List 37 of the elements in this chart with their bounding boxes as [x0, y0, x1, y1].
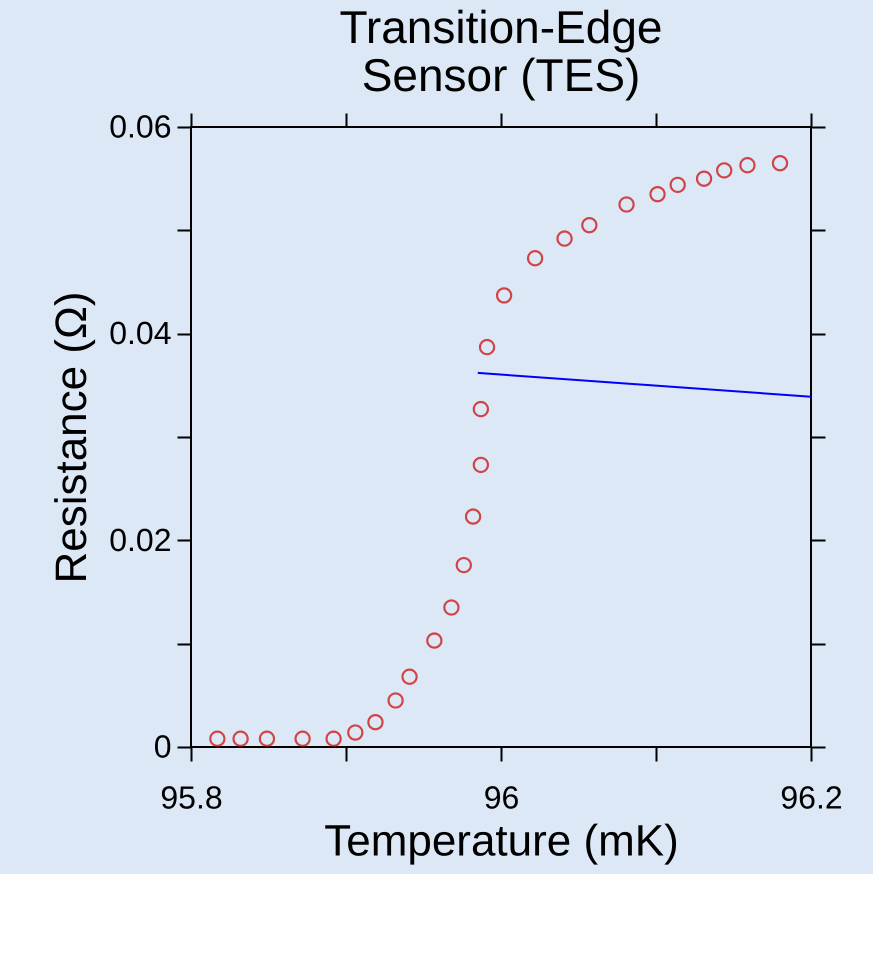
point	[649, 186, 666, 202]
point	[772, 155, 788, 172]
point	[716, 162, 732, 179]
point	[696, 170, 712, 187]
y-axis-title: Resistance (Ω)	[47, 291, 96, 584]
x-axis-title: Temperature (mK)	[324, 816, 679, 866]
chart-title: Transition-Edge Sensor (TES)	[339, 1, 663, 101]
y-tick-label: 0.04	[109, 315, 172, 352]
x-tick-label: 96.2	[780, 780, 843, 816]
point	[347, 724, 364, 741]
point	[426, 632, 443, 649]
point	[526, 250, 544, 266]
point	[258, 730, 276, 747]
point	[387, 692, 404, 709]
point	[294, 730, 311, 747]
point	[581, 217, 598, 234]
point	[464, 508, 482, 525]
y-tick-label: 0.02	[109, 522, 172, 558]
x-tick-label: 96	[484, 780, 520, 816]
point	[478, 338, 496, 356]
point	[739, 157, 756, 174]
point	[670, 176, 686, 194]
point	[367, 714, 384, 730]
point	[472, 400, 490, 418]
point	[556, 230, 573, 247]
point	[443, 599, 460, 616]
y-tick-label: 0.06	[109, 108, 172, 144]
point	[232, 730, 249, 747]
point	[209, 730, 226, 747]
point	[456, 556, 472, 574]
point	[401, 668, 418, 685]
point	[325, 730, 342, 747]
point	[618, 196, 635, 213]
y-tick-label: 0	[154, 728, 172, 764]
point	[496, 287, 512, 304]
point	[472, 456, 490, 474]
x-tick-label: 95.8	[160, 780, 223, 816]
